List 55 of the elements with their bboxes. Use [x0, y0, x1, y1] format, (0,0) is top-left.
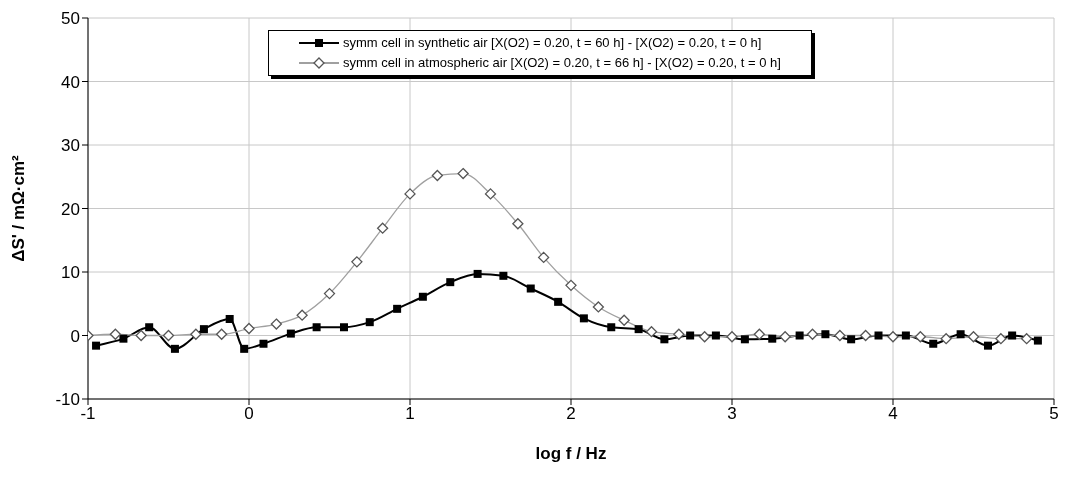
y-tick-label: 30 [61, 136, 80, 156]
y-tick-label: 20 [61, 199, 80, 219]
y-tick-label: 0 [70, 326, 80, 346]
point [339, 323, 348, 332]
x-tick-label: -1 [80, 404, 96, 424]
point [795, 331, 804, 340]
point [847, 335, 856, 344]
point [1008, 331, 1017, 340]
point [446, 278, 455, 287]
point [526, 284, 535, 293]
point [554, 297, 563, 306]
point [711, 331, 720, 340]
legend-label: symm cell in atmospheric air [X(O2) = 0.20, t = 66 h] - [X(O2) = 0.20, t = 0 h] [343, 54, 781, 72]
point [607, 323, 616, 332]
point [874, 331, 883, 340]
x-tick-label: 4 [888, 404, 898, 424]
point [312, 323, 321, 332]
point [956, 330, 965, 339]
x-tick-label: 3 [727, 404, 737, 424]
point [418, 292, 427, 301]
point [929, 339, 938, 348]
point [393, 304, 402, 313]
y-tick-label: 40 [61, 72, 80, 92]
point [473, 269, 482, 278]
x-axis-title: log f / Hz [535, 444, 607, 463]
point [365, 318, 374, 327]
point [1033, 336, 1042, 345]
point [240, 344, 249, 353]
point [740, 335, 749, 344]
legend-label: symm cell in synthetic air [X(O2) = 0.20, t = 60 h] - [X(O2) = 0.20, t = 0 h] [343, 34, 762, 52]
x-tick-label: 0 [244, 404, 254, 424]
point [145, 323, 154, 332]
y-axis-title: ΔS' / mΩ·cm² [9, 154, 29, 262]
point [259, 339, 268, 348]
x-tick-label: 5 [1049, 404, 1059, 424]
point [768, 334, 777, 343]
point [225, 314, 234, 323]
point [660, 335, 669, 344]
point [579, 314, 588, 323]
y-tick-label: 10 [61, 263, 80, 283]
point [634, 325, 643, 334]
point [499, 271, 508, 280]
point [119, 334, 128, 343]
point [199, 325, 208, 334]
y-tick-label: -10 [55, 390, 80, 410]
point [686, 331, 695, 340]
point [170, 344, 179, 353]
point [901, 331, 910, 340]
point [983, 341, 992, 350]
x-tick-label: 2 [566, 404, 576, 424]
point [92, 341, 101, 350]
x-tick-label: 1 [405, 404, 415, 424]
point [821, 330, 830, 339]
point [286, 329, 295, 338]
y-tick-label: 50 [61, 9, 80, 29]
